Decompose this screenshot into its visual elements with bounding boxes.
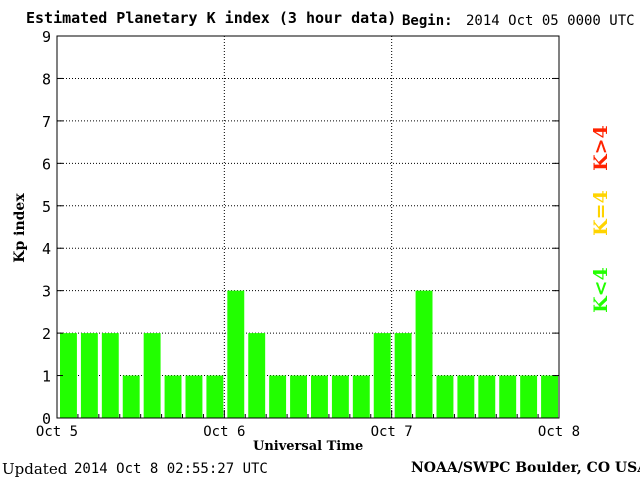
x-tick-label: Oct 5 xyxy=(36,424,78,440)
kp-bar xyxy=(290,375,307,418)
kp-bar xyxy=(101,333,119,418)
kp-bar xyxy=(311,375,328,418)
grid xyxy=(57,36,559,418)
kp-bar xyxy=(331,375,349,418)
y-tick-label: 9 xyxy=(42,28,51,46)
kp-bar xyxy=(248,333,266,418)
y-tick-label: 2 xyxy=(42,325,51,343)
kp-bar xyxy=(206,375,224,418)
chart-title: Estimated Planetary K index (3 hour data… xyxy=(26,9,397,27)
y-tick-label: 7 xyxy=(42,113,51,131)
x-tick-label: Oct 7 xyxy=(371,424,413,440)
kp-bar xyxy=(373,333,391,418)
y-tick-label: 8 xyxy=(42,70,51,88)
begin-value: 2014 Oct 05 0000 UTC xyxy=(466,13,635,29)
x-tick-label: Oct 8 xyxy=(538,424,580,440)
kp-bar xyxy=(478,375,496,418)
kp-bar xyxy=(415,290,433,418)
y-axis-label: Kp index xyxy=(12,193,28,263)
kp-bar xyxy=(352,375,370,418)
kp-bar xyxy=(122,375,140,418)
kp-bar xyxy=(80,333,98,418)
kp-bar xyxy=(185,375,203,418)
kp-bar xyxy=(520,375,538,418)
y-tick-label: 1 xyxy=(42,368,51,386)
legend-k-equals-4: K=4 xyxy=(590,190,612,236)
plot-frame xyxy=(56,35,560,419)
kp-bar xyxy=(499,375,517,418)
legend-k-greater-than-4: K>4 xyxy=(590,125,612,171)
kp-bar xyxy=(457,375,475,418)
legend-k-less-than-4: K<4 xyxy=(590,267,612,313)
kp-bar xyxy=(436,375,454,418)
kp-bar xyxy=(227,290,245,418)
bars xyxy=(60,290,558,418)
kp-bar xyxy=(541,375,558,418)
y-tick-label: 5 xyxy=(42,198,51,216)
updated-label: Updated xyxy=(2,460,68,478)
updated-timestamp: 2014 Oct 8 02:55:27 UTC xyxy=(74,461,268,477)
y-tick-label: 0 xyxy=(42,410,51,428)
y-tick-label: 3 xyxy=(42,283,51,301)
y-tick-label: 6 xyxy=(42,155,51,173)
kp-bar xyxy=(60,333,77,418)
x-axis-label: Universal Time xyxy=(253,439,364,454)
kp-bar xyxy=(394,333,412,418)
y-tick-label: 4 xyxy=(42,240,51,258)
source-credit: NOAA/SWPC Boulder, CO USA xyxy=(411,460,640,476)
kp-bar xyxy=(269,375,287,418)
x-tick-label: Oct 6 xyxy=(203,424,245,440)
begin-label: Begin: xyxy=(402,13,453,29)
axes: 0 1 2 3 4 5 6 7 8 9 Oct 5 Oct 6 Oct 7 Oct 8 xyxy=(36,28,580,440)
kp-bar xyxy=(164,375,182,418)
kp-bar xyxy=(143,333,161,418)
